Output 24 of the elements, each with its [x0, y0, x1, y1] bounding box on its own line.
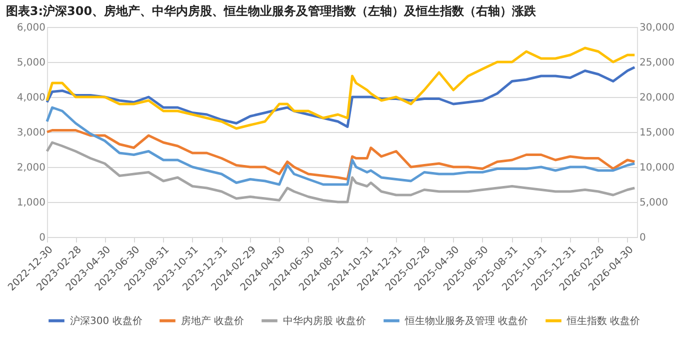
legend-label: 恒生物业服务及管理 收盘价 [404, 314, 528, 327]
y-tick-label: 6,000 [16, 22, 46, 34]
y2-tick-label: 25,000 [640, 58, 674, 68]
legend-label: 沪深300 收盘价 [70, 314, 142, 327]
legend-label: 中华内房股 收盘价 [283, 314, 366, 327]
y-tick-label: 0 [39, 232, 46, 244]
y2-tick-label: 20,000 [640, 92, 674, 104]
y-tick-label: 1,000 [16, 198, 46, 208]
y2-tick-label: 0 [640, 232, 646, 244]
line-series [46, 141, 636, 204]
line-series [46, 46, 636, 130]
line-series [46, 106, 636, 186]
y2-tick-label: 5,000 [640, 198, 668, 208]
y-tick-label: 3,000 [16, 128, 46, 138]
y-tick-label: 5,000 [16, 58, 46, 68]
legend-label: 房地产 收盘价 [181, 314, 244, 327]
y2-tick-label: 10,000 [640, 162, 674, 174]
legend-label: 恒生指数 收盘价 [566, 314, 640, 327]
chart-title: 图表3:沪深300、房地产、中华内房股、恒生物业服务及管理指数（左轴）及恒生指数（右轴）涨跌 [6, 4, 538, 18]
y2-tick-label: 30,000 [640, 22, 674, 34]
line-series [46, 129, 636, 180]
y-tick-label: 4,000 [16, 92, 46, 104]
y2-tick-label: 15,000 [640, 128, 674, 138]
y-tick-label: 2,000 [16, 162, 46, 174]
